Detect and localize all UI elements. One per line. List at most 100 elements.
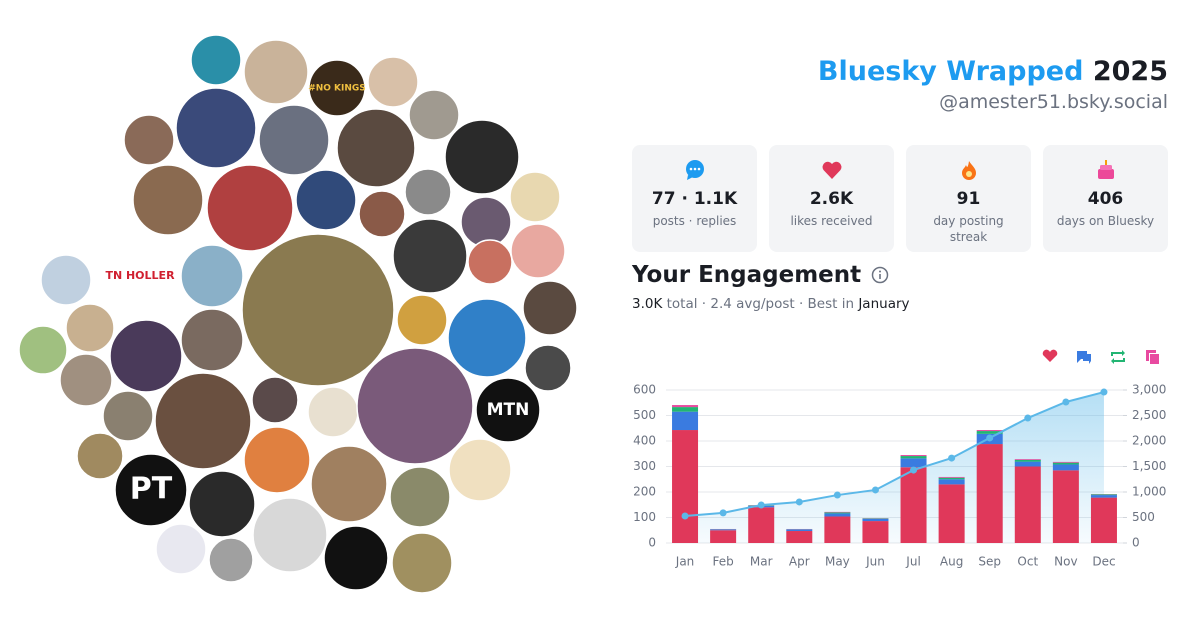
avatar xyxy=(175,87,257,169)
y-tick-label: 100 xyxy=(633,510,656,524)
y2-tick-label: 500 xyxy=(1132,510,1155,524)
avatar-text: TN HOLLER xyxy=(105,269,175,282)
line-point xyxy=(910,466,918,474)
x-tick-label: Sep xyxy=(978,555,1001,569)
avatar xyxy=(391,532,453,594)
bar-segment xyxy=(710,529,737,531)
y-tick-label: 400 xyxy=(633,434,656,448)
bar-segment xyxy=(1052,462,1079,465)
x-tick-label: Jul xyxy=(905,555,920,569)
y-tick-label: 600 xyxy=(633,383,656,397)
stat-value: 406 xyxy=(1087,189,1124,209)
line xyxy=(684,391,1105,517)
bar-segment xyxy=(710,530,737,543)
bar-segment xyxy=(1052,464,1079,471)
avatar xyxy=(392,218,468,294)
avatar-text: PT xyxy=(130,472,173,507)
x-tick-label: Jun xyxy=(865,555,885,569)
bar-segment xyxy=(938,479,965,485)
line-point xyxy=(795,498,803,506)
engagement-title: Your Engagement xyxy=(632,262,862,288)
line-point xyxy=(1100,388,1108,396)
bar-segment xyxy=(672,407,699,412)
avatar xyxy=(109,319,183,393)
avatar xyxy=(123,114,175,166)
avatar xyxy=(154,372,252,470)
summary: total · 2.4 avg/post · Best in xyxy=(666,296,855,312)
line-point xyxy=(719,509,727,517)
icon xyxy=(1097,160,1114,179)
avatar xyxy=(367,56,419,108)
line-point xyxy=(681,512,689,520)
avatar-text: MTN xyxy=(487,400,530,420)
y2-tick-label: 2,500 xyxy=(1132,408,1166,422)
engagement-title-row: Your Engagement xyxy=(632,262,910,288)
year: 2025 xyxy=(1092,56,1168,87)
avatar xyxy=(243,39,309,105)
bar-segment xyxy=(824,511,851,513)
info-icon[interactable] xyxy=(871,266,889,284)
avatar xyxy=(114,453,188,527)
icon xyxy=(685,160,704,180)
y2-tick-label: 2,000 xyxy=(1132,434,1166,448)
avatar xyxy=(356,347,474,465)
avatar xyxy=(243,426,311,494)
avatar xyxy=(448,438,512,502)
avatar xyxy=(102,238,178,314)
y2-tick-label: 1,500 xyxy=(1132,459,1166,473)
bar-segment xyxy=(672,405,699,408)
bar-segment xyxy=(900,456,927,459)
legend-icon xyxy=(1042,349,1058,362)
avatar xyxy=(307,386,359,438)
stat-label: likes received xyxy=(790,214,873,228)
avatar xyxy=(251,376,299,424)
bar-segment xyxy=(1014,466,1041,543)
line-point xyxy=(757,501,765,509)
avatar xyxy=(389,466,451,528)
stat-value: 77 · 1.1K xyxy=(651,189,738,209)
line-point xyxy=(833,491,841,499)
bar-segment xyxy=(938,484,965,543)
legend-icon xyxy=(1077,351,1091,364)
stat-card: 91 day posting streak xyxy=(906,145,1031,252)
avatar xyxy=(310,445,388,523)
avatar xyxy=(358,190,406,238)
avatar xyxy=(208,537,254,583)
title-text: Bluesky Wrapped xyxy=(817,56,1084,87)
line-point xyxy=(1024,414,1032,422)
bar-segment xyxy=(938,476,965,478)
avatar xyxy=(155,523,207,575)
avatar xyxy=(404,168,452,216)
avatar xyxy=(180,308,244,372)
legend-icon xyxy=(1146,350,1159,364)
stats: 77 · 1.1K posts · replies 2.6K likes rec… xyxy=(632,145,1168,252)
avatar xyxy=(467,239,513,285)
bar-segment xyxy=(900,467,927,543)
x-tick-label: Aug xyxy=(940,555,963,569)
avatar xyxy=(190,34,242,86)
avatar xyxy=(241,233,395,387)
bar-segment xyxy=(1090,497,1117,543)
title: Bluesky Wrapped 2025 xyxy=(818,56,1168,87)
icon xyxy=(822,161,841,179)
avatar xyxy=(102,390,154,442)
x-tick-label: Nov xyxy=(1054,555,1077,569)
x-tick-label: Mar xyxy=(750,555,773,569)
y2-tick-label: 3,000 xyxy=(1132,383,1166,397)
stat-label: posts · replies xyxy=(652,214,737,228)
bar-segment xyxy=(672,411,699,431)
line-point xyxy=(1062,398,1070,406)
bar-segment xyxy=(824,516,851,543)
bar-segment xyxy=(1014,459,1041,462)
stat-card: 406 days on Bluesky xyxy=(1043,145,1168,252)
y-tick-label: 500 xyxy=(633,408,656,422)
x-tick-label: Apr xyxy=(789,555,810,569)
avatar xyxy=(188,470,256,538)
bar-segment xyxy=(748,507,775,543)
line-point xyxy=(948,454,956,462)
bar-segment xyxy=(1090,494,1117,496)
stat-label: day posting streak xyxy=(933,214,1004,244)
x-tick-label: Jan xyxy=(675,555,695,569)
avatar xyxy=(396,294,448,346)
bar-segment xyxy=(900,455,927,457)
